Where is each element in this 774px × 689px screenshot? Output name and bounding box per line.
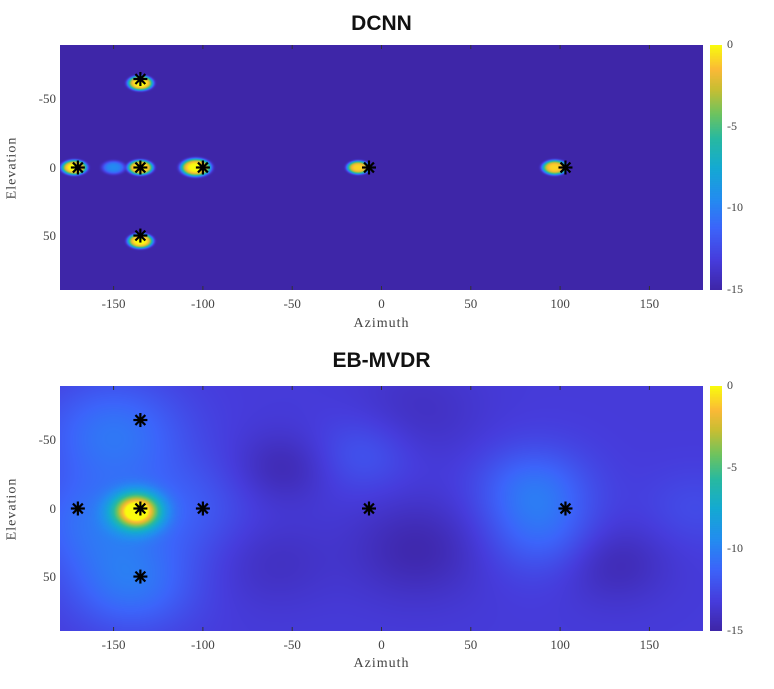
x-tick-label: 0 — [378, 637, 385, 652]
target-marker — [361, 501, 376, 516]
colorbar-tick-label: -5 — [727, 459, 737, 474]
target-marker — [558, 160, 573, 175]
eb-mvdr-panel: EB-MVDR Azimuth Elevation -150 -100 -50 0 50… — [0, 341, 774, 681]
x-tick-label: -100 — [190, 296, 215, 311]
chart-overlay — [70, 45, 650, 290]
target-marker — [133, 72, 148, 87]
target-marker — [361, 160, 376, 175]
chart-overlay — [70, 386, 650, 631]
x-tick-label: 100 — [550, 637, 570, 652]
x-tick-label: -100 — [190, 637, 215, 652]
target-marker — [195, 160, 210, 175]
heatmap — [60, 45, 703, 290]
target-marker — [133, 413, 148, 428]
x-axis-label: Azimuth — [353, 316, 410, 331]
target-marker — [133, 160, 148, 175]
x-tick-label: 0 — [378, 296, 385, 311]
x-tick-label: 150 — [639, 296, 660, 311]
colorbar — [710, 386, 722, 631]
x-tick-label: -50 — [283, 637, 301, 652]
x-tick-label: 100 — [550, 296, 570, 311]
dcnn-panel: DCNN Azimuth Elevation -150 -100 -50 0 50 100… — [0, 0, 774, 340]
y-tick-label: -50 — [38, 432, 56, 448]
colorbar — [710, 45, 722, 290]
target-marker — [133, 569, 148, 584]
y-tick-label: 50 — [43, 227, 56, 243]
target-marker — [133, 501, 148, 516]
colorbar-tick-label: 0 — [727, 378, 733, 392]
y-tick-label: 50 — [43, 568, 56, 584]
target-marker — [70, 160, 85, 175]
target-marker — [558, 501, 573, 516]
chart-title: EB-MVDR — [332, 349, 431, 372]
y-tick-label: -50 — [38, 91, 56, 107]
colorbar-tick-label: -10 — [727, 200, 743, 215]
target-marker — [195, 501, 210, 516]
y-tick-label: 0 — [49, 500, 57, 516]
colorbar-tick-label: -15 — [727, 282, 743, 296]
y-tick-label: 0 — [49, 159, 57, 175]
colorbar-tick-label: -5 — [727, 118, 737, 133]
colorbar-tick-label: -10 — [727, 541, 743, 556]
x-tick-label: -150 — [101, 296, 126, 311]
chart-title: DCNN — [351, 12, 412, 35]
target-marker — [133, 228, 148, 243]
x-tick-label: 50 — [464, 296, 478, 311]
colorbar-tick-label: -15 — [727, 623, 743, 637]
x-tick-label: -50 — [283, 296, 301, 311]
target-marker — [70, 501, 85, 516]
x-tick-label: 150 — [639, 637, 660, 652]
x-tick-label: -150 — [101, 637, 126, 652]
x-tick-label: 50 — [464, 637, 478, 652]
x-axis-label: Azimuth — [353, 656, 410, 671]
colorbar-tick-label: 0 — [727, 37, 733, 51]
heatmap — [60, 386, 703, 631]
